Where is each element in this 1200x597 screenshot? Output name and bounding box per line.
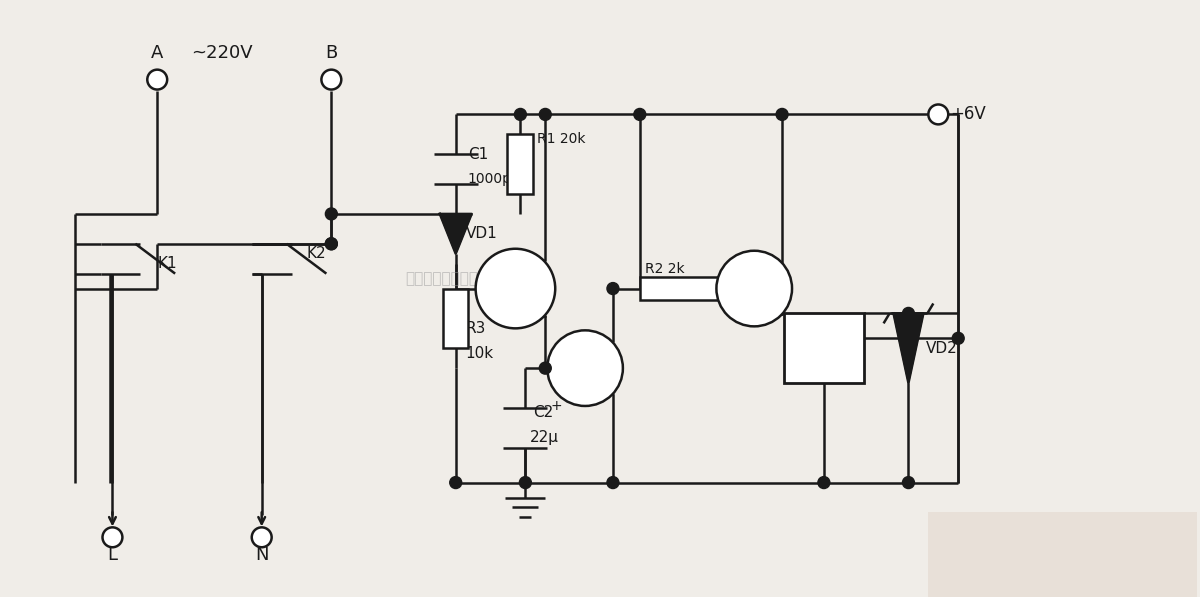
- Text: VD1: VD1: [466, 226, 498, 241]
- Text: A: A: [151, 44, 163, 61]
- Circle shape: [520, 476, 532, 488]
- Text: B: B: [325, 44, 337, 61]
- Text: +6V: +6V: [950, 106, 986, 124]
- Text: 22μ: 22μ: [530, 430, 559, 445]
- Polygon shape: [894, 313, 923, 383]
- Text: C2: C2: [533, 405, 553, 420]
- Circle shape: [102, 527, 122, 547]
- Circle shape: [776, 109, 788, 121]
- Text: K1: K1: [157, 256, 176, 271]
- Circle shape: [475, 249, 556, 328]
- Text: V2: V2: [600, 361, 620, 376]
- Text: 1000p: 1000p: [468, 172, 511, 186]
- Text: +: +: [551, 399, 562, 413]
- Text: R1 20k: R1 20k: [538, 133, 586, 146]
- Circle shape: [547, 330, 623, 406]
- Circle shape: [450, 476, 462, 488]
- Text: 杭州将睿科技有限公司: 杭州将睿科技有限公司: [406, 271, 497, 286]
- Text: N: N: [254, 546, 269, 564]
- Circle shape: [902, 307, 914, 319]
- Bar: [443, 288, 468, 348]
- Text: R3: R3: [466, 321, 486, 336]
- Circle shape: [322, 70, 341, 90]
- Circle shape: [953, 333, 964, 344]
- Bar: [508, 134, 533, 194]
- Circle shape: [252, 527, 271, 547]
- Circle shape: [148, 70, 167, 90]
- Text: 10k: 10k: [466, 346, 494, 361]
- Text: VD2: VD2: [926, 341, 958, 356]
- Circle shape: [716, 251, 792, 327]
- Circle shape: [539, 362, 551, 374]
- Text: V3: V3: [769, 276, 790, 291]
- Circle shape: [325, 238, 337, 250]
- Circle shape: [818, 476, 830, 488]
- Circle shape: [539, 109, 551, 121]
- Circle shape: [325, 238, 337, 250]
- Circle shape: [325, 208, 337, 220]
- Circle shape: [902, 476, 914, 488]
- Bar: [784, 313, 864, 383]
- Bar: [640, 276, 720, 300]
- Text: K: K: [818, 339, 829, 357]
- Text: K2: K2: [306, 246, 326, 261]
- Polygon shape: [440, 214, 472, 254]
- Text: V1: V1: [530, 281, 551, 296]
- Circle shape: [607, 476, 619, 488]
- Circle shape: [515, 109, 527, 121]
- Circle shape: [607, 282, 619, 294]
- Text: C1: C1: [468, 147, 488, 162]
- Text: ~220V: ~220V: [191, 44, 253, 61]
- Text: R2 2k: R2 2k: [644, 261, 684, 276]
- FancyBboxPatch shape: [929, 512, 1200, 597]
- Circle shape: [634, 109, 646, 121]
- Circle shape: [929, 104, 948, 124]
- Text: L: L: [108, 546, 118, 564]
